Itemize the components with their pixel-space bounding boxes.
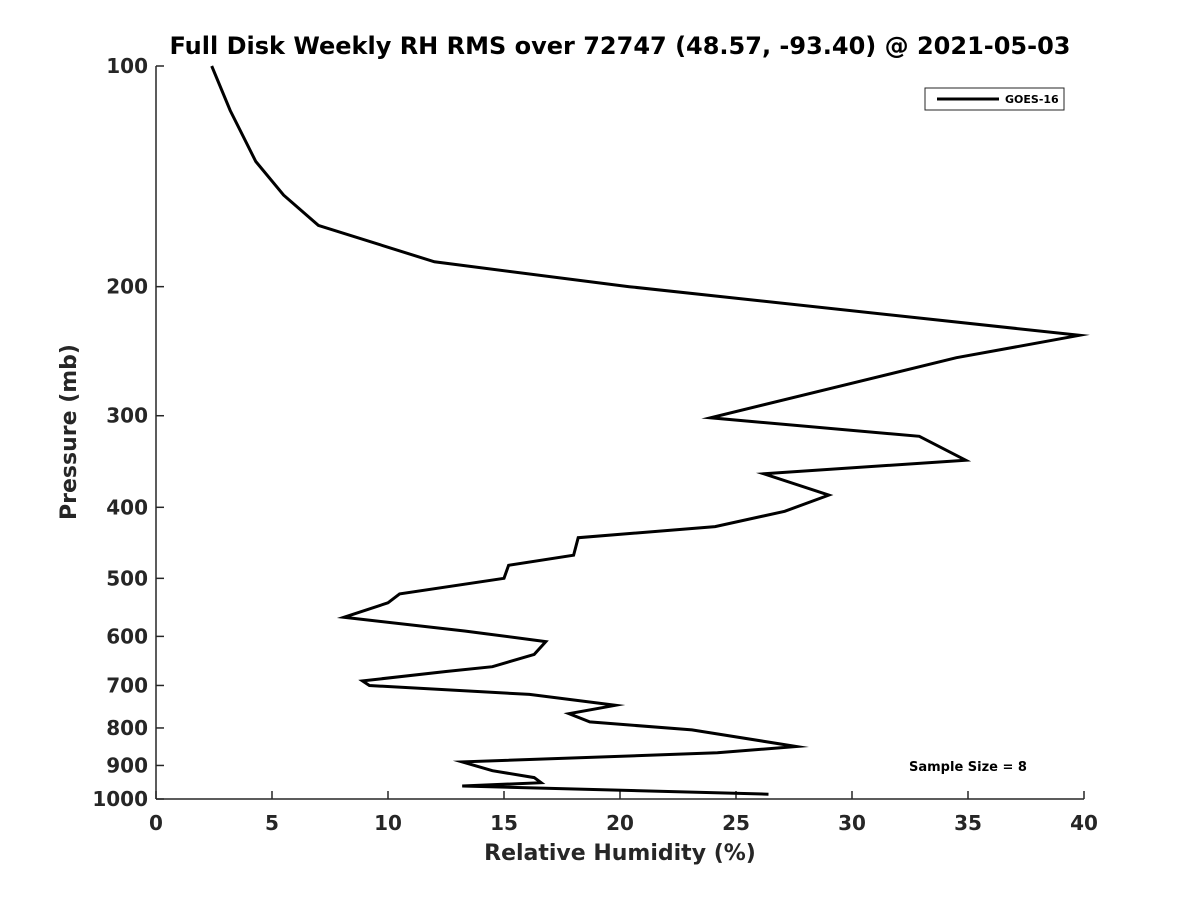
x-tick-label: 25 bbox=[722, 811, 750, 835]
x-tick-label: 5 bbox=[265, 811, 279, 835]
y-tick-label: 600 bbox=[106, 624, 148, 648]
x-tick-label: 30 bbox=[838, 811, 866, 835]
y-tick-label: 400 bbox=[106, 495, 148, 519]
y-axis-label: Pressure (mb) bbox=[57, 344, 82, 520]
y-ticks: 100 200 300 400 500 600 700 800 900 1000 bbox=[92, 54, 164, 811]
legend: GOES-16 bbox=[924, 87, 1065, 111]
chart-title: Full Disk Weekly RH RMS over 72747 (48.5… bbox=[169, 32, 1070, 60]
x-tick-label: 10 bbox=[374, 811, 402, 835]
y-tick-label: 100 bbox=[106, 54, 148, 78]
y-tick-label: 200 bbox=[106, 275, 148, 299]
x-tick-label: 0 bbox=[149, 811, 163, 835]
sample-size-annotation: Sample Size = 8 bbox=[909, 760, 1027, 775]
legend-label-goes16: GOES-16 bbox=[1005, 93, 1059, 106]
x-tick-label: 15 bbox=[490, 811, 518, 835]
x-axis-label: Relative Humidity (%) bbox=[484, 841, 756, 866]
y-tick-label: 900 bbox=[106, 753, 148, 777]
x-tick-label: 20 bbox=[606, 811, 634, 835]
series-line-goes16 bbox=[210, 65, 1090, 796]
x-ticks: 0 5 10 15 20 25 30 35 40 bbox=[149, 791, 1098, 835]
y-tick-label: 700 bbox=[106, 673, 148, 697]
y-tick-label: 500 bbox=[106, 566, 148, 590]
x-tick-label: 35 bbox=[954, 811, 982, 835]
y-tick-label: 1000 bbox=[92, 787, 148, 811]
series-layer bbox=[210, 65, 1090, 796]
y-tick-label: 300 bbox=[106, 404, 148, 428]
y-tick-label: 800 bbox=[106, 716, 148, 740]
x-tick-label: 40 bbox=[1070, 811, 1098, 835]
